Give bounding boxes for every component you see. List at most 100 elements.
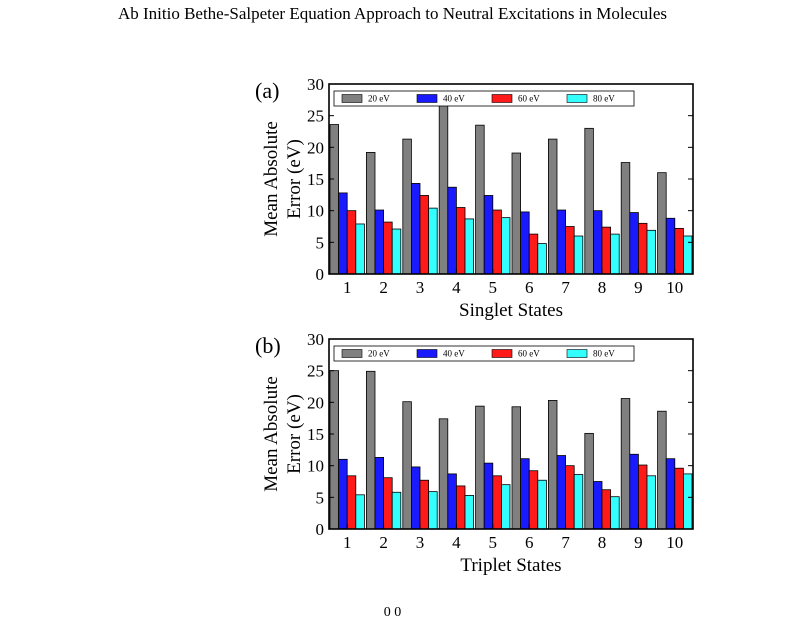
x-tick-label: 7 [561, 533, 570, 552]
legend-swatch [416, 349, 438, 358]
x-tick-label: 6 [525, 533, 534, 552]
y-tick-label: 20 [307, 138, 324, 157]
bar-60-ev-state-4 [455, 485, 466, 530]
bar-80-ev-state-3 [428, 207, 438, 275]
bar-20-ev-state-8 [584, 127, 594, 275]
bar-20-ev-state-2 [365, 370, 376, 530]
bar-20-ev-state-5 [475, 124, 485, 275]
bar-80-ev-state-7 [573, 474, 584, 530]
bar-40-ev-state-8 [593, 481, 603, 530]
legend-swatch [341, 94, 363, 103]
bar-80-ev-state-4 [464, 495, 475, 530]
bar-80-ev-state-10 [683, 473, 693, 530]
bar-60-ev-state-7 [565, 226, 575, 275]
bar-80-ev-state-1 [355, 223, 365, 275]
bar-20-ev-state-4 [438, 418, 449, 530]
x-tick-label: 4 [452, 278, 461, 297]
bar-60-ev-state-10 [674, 227, 684, 275]
bar-20-ev-state-2 [365, 151, 376, 275]
bar-20-ev-state-7 [548, 138, 558, 275]
bar-20-ev-state-10 [657, 172, 667, 275]
y-axis-label: Mean Absolute Error (eV) [261, 376, 305, 492]
y-tick-label: 15 [307, 170, 324, 189]
x-tick-label: 10 [666, 278, 683, 297]
footer-fragment: 0 0 [383, 605, 402, 620]
legend-swatch [566, 94, 588, 103]
x-tick-label: 4 [452, 533, 461, 552]
bar-20-ev-state-1 [329, 370, 340, 530]
bar-20-ev-state-7 [548, 400, 558, 530]
legend-box [333, 90, 635, 107]
legend-box [333, 345, 635, 362]
x-tick-label: 9 [634, 533, 643, 552]
x-axis-label: Singlet States [459, 300, 563, 321]
x-tick-label: 5 [489, 533, 498, 552]
bar-60-ev-state-3 [419, 479, 430, 530]
page-header: Ab Initio Bethe-Salpeter Equation Approa… [117, 4, 668, 23]
bar-80-ev-state-6 [537, 243, 547, 275]
bar-60-ev-state-7 [565, 465, 575, 530]
bar-80-ev-state-4 [464, 218, 475, 275]
x-tick-label: 5 [489, 278, 498, 297]
bar-40-ev-state-7 [556, 209, 567, 275]
y-axis-label-line2: Error (eV) [284, 139, 305, 219]
y-tick-label: 20 [307, 393, 324, 412]
y-tick-label: 0 [316, 520, 325, 539]
legend-label: 80 eV [593, 94, 615, 104]
legend-label: 40 eV [443, 94, 465, 104]
y-axis-label-line1: Mean Absolute [261, 376, 282, 492]
bar-80-ev-state-9 [646, 475, 657, 530]
chart-panel-b: 20 eV 40 eV 60 eV 80 eV 0 5 10 15 20 25 30 1 2 3 4 5 6 7 8… [255, 330, 694, 576]
x-tick-label: 10 [666, 533, 683, 552]
x-tick-label: 2 [379, 533, 388, 552]
bar-80-ev-state-6 [537, 479, 547, 530]
bar-40-ev-state-7 [556, 455, 567, 530]
bar-20-ev-state-5 [475, 405, 485, 530]
bar-80-ev-state-1 [355, 494, 365, 530]
y-tick-label: 5 [316, 488, 325, 507]
x-tick-label: 1 [343, 278, 352, 297]
bar-80-ev-state-3 [428, 491, 438, 530]
bar-20-ev-state-3 [402, 138, 412, 275]
bar-20-ev-state-6 [511, 152, 522, 275]
legend-label: 40 eV [443, 349, 465, 359]
bar-60-ev-state-9 [638, 464, 648, 530]
x-tick-label: 3 [416, 533, 425, 552]
bar-80-ev-state-10 [683, 235, 693, 275]
y-axis-label-line2: Error (eV) [284, 394, 305, 474]
legend-label: 60 eV [518, 94, 540, 104]
legend-swatch [341, 349, 363, 358]
bar-40-ev-state-1 [338, 458, 348, 530]
bar-40-ev-state-3 [410, 466, 421, 530]
panel-label: (a) [255, 78, 279, 103]
bar-20-ev-state-9 [620, 398, 631, 530]
bar-40-ev-state-5 [483, 195, 494, 275]
legend-label: 60 eV [518, 349, 540, 359]
bar-40-ev-state-8 [593, 210, 603, 275]
legend-label: 80 eV [593, 349, 615, 359]
bar-60-ev-state-1 [346, 475, 357, 530]
bar-60-ev-state-8 [601, 489, 612, 530]
y-tick-label: 10 [307, 457, 324, 476]
bar-40-ev-state-4 [447, 473, 457, 530]
legend-swatch [566, 349, 588, 358]
legend-label: 20 eV [368, 349, 390, 359]
x-tick-label: 8 [598, 278, 607, 297]
legend-swatch [416, 94, 438, 103]
x-tick-label: 3 [416, 278, 425, 297]
bar-60-ev-state-2 [383, 221, 393, 275]
bar-80-ev-state-8 [610, 496, 620, 530]
bar-40-ev-state-9 [629, 453, 639, 530]
legend-label: 20 eV [368, 94, 390, 104]
panel-label: (b) [255, 333, 281, 358]
y-tick-label: 0 [316, 265, 325, 284]
x-tick-label: 1 [343, 533, 352, 552]
bar-80-ev-state-7 [573, 235, 584, 275]
chart-panel-a: 20 eV 40 eV 60 eV 80 eV 0 5 10 15 20 25 30 1 2 3 4 5 6 7 8… [255, 75, 694, 321]
x-tick-label: 8 [598, 533, 607, 552]
y-tick-label: 15 [307, 425, 324, 444]
y-tick-label: 30 [307, 330, 324, 349]
bar-80-ev-state-5 [500, 217, 511, 275]
bar-20-ev-state-6 [511, 406, 522, 530]
